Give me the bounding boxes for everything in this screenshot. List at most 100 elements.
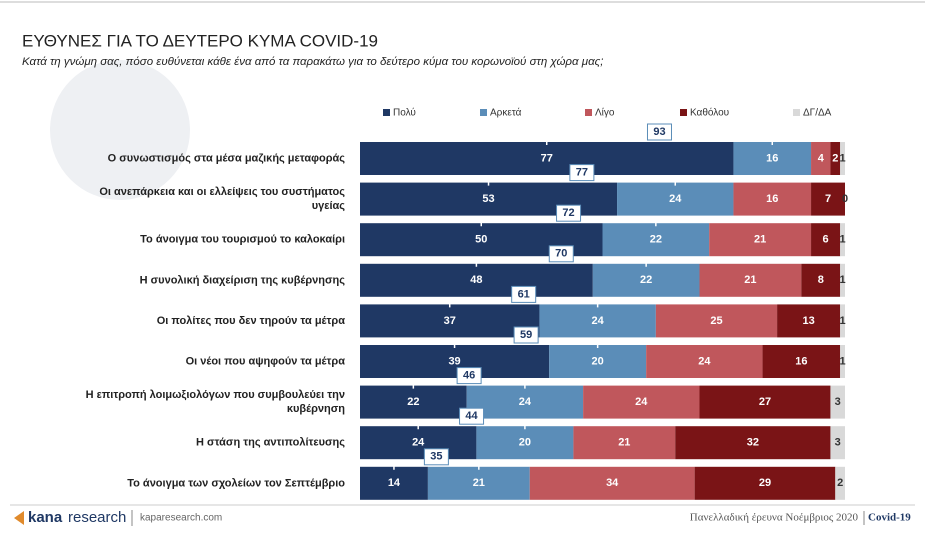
value-label: 37 xyxy=(444,315,456,327)
value-label: 0 xyxy=(842,193,848,205)
total-box xyxy=(646,123,672,141)
category-label: Η στάση της αντιπολίτευσης xyxy=(196,437,345,449)
bar-segment xyxy=(427,466,530,500)
total-label: 35 xyxy=(430,451,442,463)
legend-swatch xyxy=(680,109,687,116)
brand-bold: kana xyxy=(28,509,63,526)
bar-segment xyxy=(617,182,734,216)
legend-swatch xyxy=(793,109,800,116)
value-label: 24 xyxy=(669,193,682,205)
bar-segment xyxy=(529,466,695,500)
bar-segment xyxy=(830,142,841,175)
bar-segment xyxy=(646,345,763,378)
bar-segment xyxy=(602,223,710,257)
footer-survey: Πανελλαδική έρευνα Νοέμβριος 2020 xyxy=(690,512,859,524)
value-label: 6 xyxy=(823,234,829,246)
bar-segment xyxy=(539,304,656,338)
value-label: 21 xyxy=(473,477,485,489)
bar-segment xyxy=(699,385,831,419)
value-label: 2 xyxy=(832,152,838,164)
legend-label: ΔΓ/ΔΑ xyxy=(803,108,832,119)
value-label: 1 xyxy=(840,355,846,367)
total-box xyxy=(556,204,582,222)
bar-segment xyxy=(655,304,778,338)
bar-segment xyxy=(476,426,574,460)
bar-segment xyxy=(777,304,841,338)
value-label: 39 xyxy=(448,355,460,367)
value-label: 50 xyxy=(475,234,487,246)
bar-segment xyxy=(830,385,845,419)
bar-segment xyxy=(801,263,841,297)
value-label: 8 xyxy=(818,274,824,286)
value-label: 16 xyxy=(766,193,778,205)
bar-segment xyxy=(360,385,467,419)
bar-segment xyxy=(583,385,700,419)
total-box xyxy=(513,326,539,344)
total-box xyxy=(511,285,537,303)
value-label: 16 xyxy=(795,355,807,367)
chart-subtitle: Κατά τη γνώμη σας, πόσο ευθύνεται κάθε έ… xyxy=(22,56,603,68)
value-label: 24 xyxy=(519,396,532,408)
brand: research xyxy=(68,509,126,526)
total-label: 72 xyxy=(562,207,574,219)
value-label: 48 xyxy=(470,274,482,286)
value-label: 24 xyxy=(635,396,648,408)
bar-segment xyxy=(360,426,477,460)
value-label: 24 xyxy=(698,355,711,367)
value-label: 3 xyxy=(835,396,841,408)
total-label: 61 xyxy=(518,288,530,300)
value-label: 21 xyxy=(618,437,630,449)
category-label: Η επιτροπή λοιμωξιολόγων που συμβουλεύει… xyxy=(86,389,346,415)
value-label: 1 xyxy=(840,234,846,246)
total-box xyxy=(423,448,449,466)
value-label: 14 xyxy=(388,477,401,489)
value-label: 1 xyxy=(840,274,846,286)
value-label: 27 xyxy=(759,396,771,408)
chart-title: ΕΥΘΥΝΕΣ ΓΙΑ ΤΟ ΔΕΥΤΕΡΟ ΚΥΜΑ COVID-19 xyxy=(22,31,378,50)
value-label: 24 xyxy=(412,437,425,449)
legend-label: Πολύ xyxy=(393,107,416,119)
bar-segment xyxy=(549,345,647,378)
bar-segment xyxy=(466,385,584,419)
value-label: 22 xyxy=(650,234,662,246)
value-label: 20 xyxy=(592,355,604,367)
bar-segment xyxy=(733,182,812,216)
bar-segment xyxy=(840,345,845,378)
bar-segment xyxy=(592,263,700,297)
bar-segment xyxy=(762,345,841,378)
value-label: 3 xyxy=(835,437,841,449)
bar-segment xyxy=(830,426,845,460)
value-label: 22 xyxy=(640,274,652,286)
bar-segment xyxy=(360,466,428,500)
value-label: 13 xyxy=(803,315,815,327)
bar-segment xyxy=(360,304,540,338)
total-box xyxy=(548,245,574,263)
value-label: 29 xyxy=(759,477,771,489)
total-label: 44 xyxy=(465,410,478,422)
bar-segment xyxy=(840,263,845,297)
category-label: Οι νέοι που αψηφούν τα μέτρα xyxy=(186,355,346,367)
value-label: 24 xyxy=(592,315,605,327)
total-label: 46 xyxy=(463,370,475,382)
bar-segment xyxy=(699,263,802,297)
value-label: 32 xyxy=(747,437,759,449)
footer-topic: Covid-19 xyxy=(868,512,911,524)
value-label: 1 xyxy=(840,152,846,164)
value-label: 4 xyxy=(818,152,825,164)
category-label: Η συνολική διαχείριση της κυβέρνησης xyxy=(140,274,346,286)
legend-label: Καθόλου xyxy=(690,107,729,119)
legend-label: Λίγο xyxy=(595,107,615,119)
legend-swatch xyxy=(383,109,390,116)
category-label: Το άνοιγμα του τουρισμού το καλοκαίρι xyxy=(140,234,345,246)
total-box xyxy=(459,407,485,425)
value-label: 34 xyxy=(606,477,619,489)
footer-site: kaparesearch.com xyxy=(140,513,222,524)
value-label: 53 xyxy=(482,193,494,205)
value-label: 21 xyxy=(754,234,766,246)
value-label: 2 xyxy=(837,477,843,489)
category-label: Οι πολίτες που δεν τηρούν τα μέτρα xyxy=(157,315,346,327)
value-label: 20 xyxy=(519,437,531,449)
category-label: Οι ανεπάρκεια και οι ελλείψεις του συστή… xyxy=(99,186,345,212)
bar-segment xyxy=(360,345,550,378)
bar-segment xyxy=(840,304,845,338)
